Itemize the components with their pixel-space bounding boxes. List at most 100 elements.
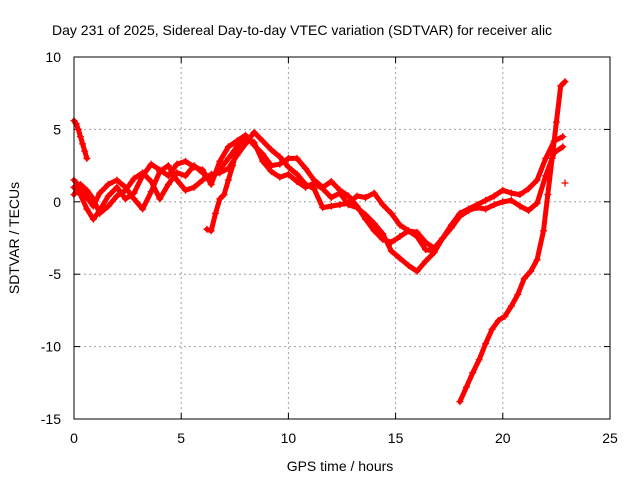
data-point bbox=[396, 254, 404, 262]
data-point bbox=[344, 192, 352, 200]
x-tick-label: 0 bbox=[70, 430, 78, 446]
data-point bbox=[464, 206, 472, 214]
data-point bbox=[379, 201, 387, 209]
data-point bbox=[490, 192, 498, 200]
data-point bbox=[370, 189, 378, 197]
data-point bbox=[514, 290, 522, 298]
data-point bbox=[544, 191, 552, 199]
data-point bbox=[396, 233, 404, 241]
data-point bbox=[462, 383, 470, 391]
x-tick-label: 20 bbox=[495, 430, 511, 446]
data-point bbox=[113, 176, 121, 184]
data-point bbox=[276, 173, 284, 181]
data-point bbox=[501, 312, 509, 320]
data-point bbox=[267, 167, 275, 175]
data-point bbox=[439, 234, 447, 242]
series-track bbox=[71, 129, 437, 254]
data-point bbox=[533, 256, 541, 264]
data-point bbox=[499, 186, 507, 194]
data-point bbox=[561, 179, 569, 187]
data-point bbox=[104, 202, 112, 210]
data-point bbox=[327, 193, 335, 201]
data-point bbox=[557, 82, 565, 90]
data-point bbox=[404, 227, 412, 235]
data-point bbox=[121, 195, 129, 203]
series-track-c bbox=[70, 128, 438, 255]
data-point bbox=[242, 134, 250, 142]
data-point bbox=[113, 192, 121, 200]
data-point bbox=[499, 198, 507, 206]
data-point bbox=[216, 195, 224, 203]
data-point bbox=[156, 167, 164, 175]
data-point bbox=[173, 160, 181, 168]
x-tick-label: 10 bbox=[281, 430, 297, 446]
data-point bbox=[190, 183, 198, 191]
data-point bbox=[250, 138, 258, 146]
series-low-ramp bbox=[456, 78, 569, 406]
data-point bbox=[293, 178, 301, 186]
data-point bbox=[559, 143, 567, 151]
data-point bbox=[139, 169, 147, 177]
data-point bbox=[525, 185, 533, 193]
data-point bbox=[548, 154, 556, 162]
data-point bbox=[207, 227, 215, 235]
data-point bbox=[81, 147, 89, 155]
data-point bbox=[83, 193, 91, 201]
data-point bbox=[396, 221, 404, 229]
data-point bbox=[456, 398, 464, 406]
data-point bbox=[164, 172, 172, 180]
data-point bbox=[319, 204, 327, 212]
data-point bbox=[353, 204, 361, 212]
data-point bbox=[490, 201, 498, 209]
data-point bbox=[74, 125, 82, 133]
data-point bbox=[552, 118, 560, 126]
data-point bbox=[284, 170, 292, 178]
data-point bbox=[319, 185, 327, 193]
data-point bbox=[561, 78, 569, 86]
data-point bbox=[540, 227, 548, 235]
data-point bbox=[250, 128, 258, 136]
series-dip-segment bbox=[203, 134, 250, 235]
data-point bbox=[156, 195, 164, 203]
y-tick-label: -5 bbox=[49, 266, 62, 282]
data-point bbox=[130, 195, 138, 203]
data-point bbox=[139, 205, 147, 213]
data-point bbox=[469, 369, 477, 377]
data-point bbox=[447, 224, 455, 232]
y-tick-label: 5 bbox=[53, 121, 61, 137]
data-point bbox=[216, 169, 224, 177]
data-point bbox=[344, 199, 352, 207]
data-point bbox=[233, 146, 241, 154]
x-tick-label: 5 bbox=[177, 430, 185, 446]
series-track bbox=[204, 135, 248, 234]
data-point bbox=[267, 146, 275, 154]
data-point bbox=[229, 162, 237, 170]
data-point bbox=[387, 247, 395, 255]
data-point bbox=[237, 137, 245, 145]
data-point bbox=[482, 340, 490, 348]
data-point bbox=[302, 180, 310, 188]
data-point bbox=[370, 227, 378, 235]
y-tick-label: 10 bbox=[45, 49, 61, 65]
data-point bbox=[190, 162, 198, 170]
data-point bbox=[527, 267, 535, 275]
data-point bbox=[104, 180, 112, 188]
data-point bbox=[220, 191, 228, 199]
data-point bbox=[520, 275, 528, 283]
data-point bbox=[199, 176, 207, 184]
data-point bbox=[83, 205, 91, 213]
data-point bbox=[482, 205, 490, 213]
data-point bbox=[212, 209, 220, 217]
data-point bbox=[164, 180, 172, 188]
data-point bbox=[113, 183, 121, 191]
data-point bbox=[89, 202, 97, 210]
data-point bbox=[559, 133, 567, 141]
data-point bbox=[413, 267, 421, 275]
data-point bbox=[516, 191, 524, 199]
data-point bbox=[293, 170, 301, 178]
data-point bbox=[164, 162, 172, 170]
data-point bbox=[216, 157, 224, 165]
data-point bbox=[495, 317, 503, 325]
data-point bbox=[224, 143, 232, 151]
